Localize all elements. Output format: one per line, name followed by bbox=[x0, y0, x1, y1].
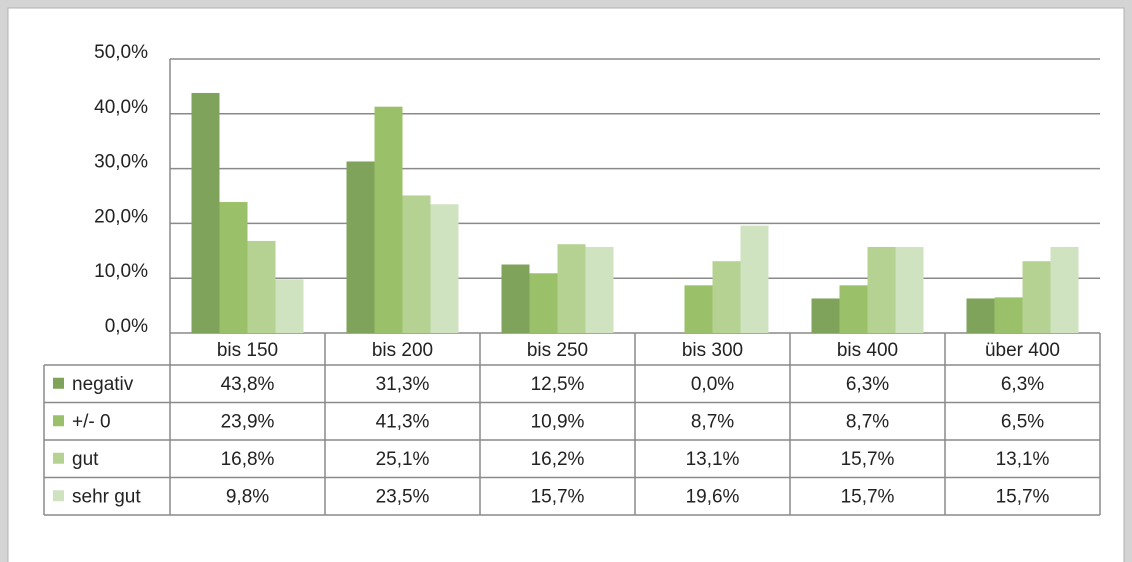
x-tick-label: bis 150 bbox=[217, 340, 278, 361]
y-tick-label: 40,0% bbox=[94, 97, 148, 118]
bar bbox=[1022, 261, 1051, 333]
table-value: 8,7% bbox=[691, 411, 734, 432]
bar bbox=[585, 246, 614, 333]
table-value: 6,5% bbox=[1001, 411, 1044, 432]
y-tick-label: 0,0% bbox=[105, 316, 148, 337]
table-value: 6,3% bbox=[1001, 374, 1044, 395]
bar bbox=[867, 246, 896, 333]
legend-label: sehr gut bbox=[72, 486, 141, 507]
bar bbox=[740, 225, 769, 333]
bar bbox=[839, 285, 868, 333]
x-tick-label: bis 200 bbox=[372, 340, 433, 361]
table-value: 15,7% bbox=[996, 486, 1050, 507]
bar bbox=[501, 264, 530, 333]
y-tick-label: 30,0% bbox=[94, 152, 148, 173]
table-value: 15,7% bbox=[531, 486, 585, 507]
legend-swatch bbox=[53, 490, 64, 502]
bar bbox=[966, 298, 995, 333]
bar bbox=[247, 240, 276, 333]
bar bbox=[191, 92, 220, 333]
legend-swatch bbox=[53, 452, 64, 464]
table-value: 23,9% bbox=[221, 411, 275, 432]
table-value: 12,5% bbox=[531, 374, 585, 395]
x-tick-label: bis 250 bbox=[527, 340, 588, 361]
bar bbox=[275, 279, 304, 333]
legend-swatch bbox=[53, 377, 64, 389]
table-value: 0,0% bbox=[691, 374, 734, 395]
table-value: 6,3% bbox=[846, 374, 889, 395]
bar bbox=[895, 246, 924, 333]
bar bbox=[219, 202, 248, 333]
table-value: 16,8% bbox=[221, 449, 275, 470]
bar bbox=[529, 273, 558, 333]
bar bbox=[402, 195, 431, 333]
y-tick-label: 10,0% bbox=[94, 261, 148, 282]
table-value: 13,1% bbox=[996, 449, 1050, 470]
table-value: 15,7% bbox=[841, 486, 895, 507]
table-value: 9,8% bbox=[226, 486, 269, 507]
table-value: 43,8% bbox=[221, 374, 275, 395]
legend-label: negativ bbox=[72, 374, 134, 395]
table-value: 15,7% bbox=[841, 449, 895, 470]
bar bbox=[374, 106, 403, 334]
bar bbox=[557, 244, 586, 333]
bar bbox=[1050, 246, 1079, 333]
bar bbox=[684, 285, 713, 333]
legend-label: gut bbox=[72, 449, 99, 470]
bar bbox=[430, 204, 459, 333]
table-value: 13,1% bbox=[686, 449, 740, 470]
table-value: 41,3% bbox=[376, 411, 430, 432]
table-value: 8,7% bbox=[846, 411, 889, 432]
x-tick-label: bis 300 bbox=[682, 340, 743, 361]
y-tick-label: 20,0% bbox=[94, 206, 148, 227]
table-value: 31,3% bbox=[376, 374, 430, 395]
y-tick-label: 50,0% bbox=[94, 42, 148, 63]
table-value: 10,9% bbox=[531, 411, 585, 432]
table-value: 23,5% bbox=[376, 486, 430, 507]
table-value: 25,1% bbox=[376, 449, 430, 470]
x-tick-label: über 400 bbox=[985, 340, 1060, 361]
table-value: 19,6% bbox=[686, 486, 740, 507]
bar bbox=[712, 261, 741, 333]
bar bbox=[811, 298, 840, 333]
x-tick-label: bis 400 bbox=[837, 340, 898, 361]
table-value: 16,2% bbox=[531, 449, 585, 470]
bar bbox=[346, 161, 375, 333]
bar bbox=[994, 297, 1023, 333]
legend-swatch bbox=[53, 415, 64, 427]
legend-label: +/- 0 bbox=[72, 411, 111, 432]
